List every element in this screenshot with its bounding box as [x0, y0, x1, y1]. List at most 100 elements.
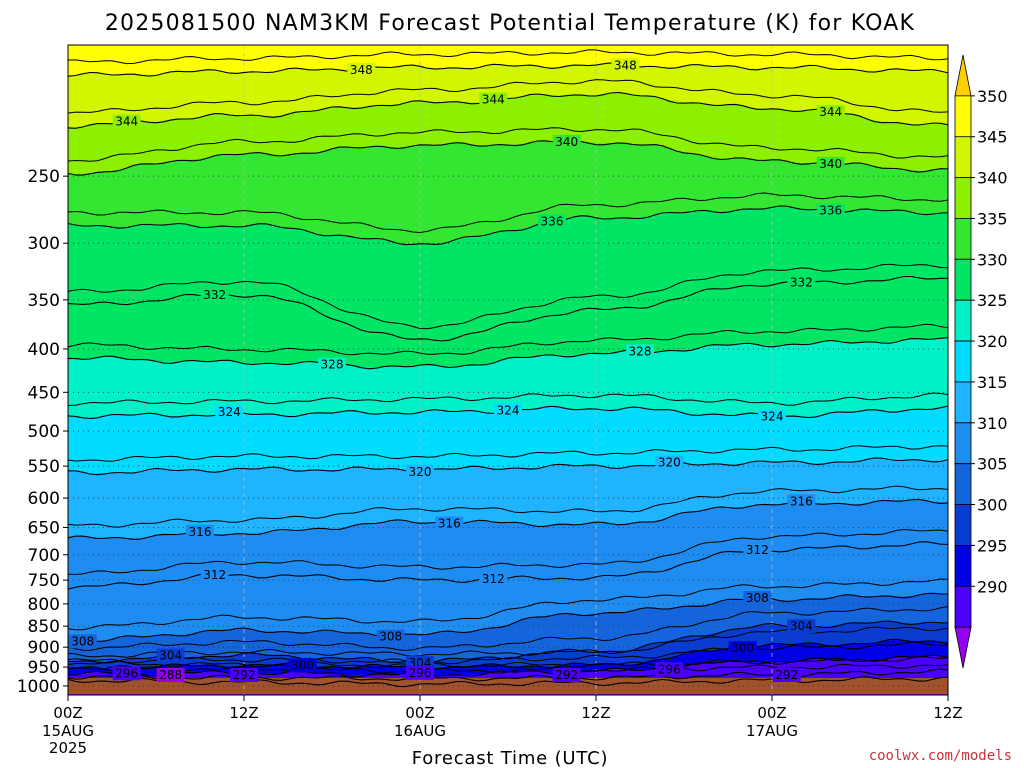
isentrope-300: [67, 638, 949, 671]
isentrope-288: [67, 676, 949, 688]
colorbar-label-320: 320: [977, 332, 1008, 351]
isentrope-label-344: 344: [819, 105, 842, 119]
isentrope-label-bg: [787, 275, 816, 290]
isentrope-344: [67, 91, 949, 129]
isentrope-label-344: 344: [115, 115, 138, 129]
isentrope-label-bg: [68, 634, 97, 649]
filled-contours: [67, 45, 949, 696]
isentrope-minor-350: [67, 49, 949, 65]
isentrope-320: [68, 457, 949, 476]
x-tick-date-24: 16AUG: [394, 722, 446, 740]
isentrope-label-bg: [376, 629, 405, 644]
isentrope-label-bg: [406, 665, 434, 680]
isentrope-label-bg: [479, 92, 508, 107]
isentrope-minor-346: [67, 79, 949, 114]
isentrope-label-344: 344: [482, 93, 505, 107]
isentrope-label-336: 336: [819, 204, 842, 218]
isentrope-label-292: 292: [775, 668, 798, 682]
isentrope-label-bg: [758, 409, 786, 424]
isentrope-minor-330: [67, 323, 949, 356]
isentrope-minor-338: [67, 192, 949, 234]
x-tick-year-0: 2025: [49, 739, 87, 757]
isentrope-label-bg: [156, 668, 185, 682]
isentrope-label-288: 288: [159, 668, 182, 682]
isentrope-label-296: 296: [658, 662, 681, 676]
isentrope-label-304: 304: [790, 619, 813, 633]
y-tick-label-750: 750: [28, 571, 60, 591]
isentrope-minor-298: [67, 641, 949, 665]
isentrope-minor-290: [67, 663, 949, 674]
colorbar-swatch: [954, 340, 972, 383]
y-tick-label-900: 900: [28, 638, 60, 658]
isentrope-minor-310: [67, 578, 949, 631]
isentrope-minor-342: [67, 127, 949, 162]
isentrope-label-bg: [318, 357, 346, 372]
colorbar-swatch: [954, 218, 972, 260]
isentrope-label-bg: [479, 572, 508, 587]
isentrope-label-308: 308: [71, 634, 94, 648]
y-tick-label-950: 950: [28, 658, 60, 678]
isentrope-label-bg: [816, 156, 845, 171]
isentrope-label-332: 332: [790, 276, 813, 290]
isentrope-minor-326: [67, 392, 949, 406]
x-tick-label-36: 12Z: [581, 704, 610, 722]
y-tick-label-400: 400: [28, 340, 60, 360]
isentrope-label-bg: [186, 524, 214, 539]
isentrope-label-bg: [200, 288, 229, 303]
isentrope-label-bg: [787, 494, 816, 509]
isentrope-label-292: 292: [555, 668, 578, 682]
isentrope-minor-318: [67, 485, 949, 528]
isentrope-label-bg: [728, 641, 757, 656]
isentrope-label-320: 320: [658, 456, 681, 470]
isentrope-label-328: 328: [629, 344, 652, 358]
isentrope-label-312: 312: [482, 572, 505, 586]
colorbar-swatch: [954, 177, 972, 219]
colorbar-swatch: [954, 95, 972, 138]
colorbar-label-345: 345: [977, 128, 1008, 147]
isentrope-label-332: 332: [203, 288, 226, 302]
isentrope-label-bg: [772, 668, 801, 682]
x-tick-label-12: 12Z: [229, 704, 258, 722]
isentrope-label-bg: [215, 405, 244, 420]
isentrope-minor-294: [67, 656, 949, 669]
isentrope-minor-314: [67, 528, 949, 576]
isentrope-label-bg: [816, 104, 845, 119]
colorbar-label-340: 340: [977, 169, 1008, 188]
isentrope-label-312: 312: [203, 568, 226, 582]
colorbar-swatch: [954, 545, 972, 587]
isentrope-label-bg: [552, 668, 581, 682]
y-tick-label-350: 350: [28, 291, 60, 311]
isentrope-minor-334: [67, 263, 949, 330]
isentrope-label-bg: [743, 591, 772, 606]
isentrope-label-bg: [347, 62, 376, 77]
isentrope-label-bg: [112, 666, 141, 681]
y-tick-label-250: 250: [28, 167, 60, 187]
isentrope-label-bg: [743, 543, 772, 558]
isentrope-340: [67, 140, 949, 176]
x-tick-date-0: 15AUG: [42, 722, 94, 740]
isentrope-label-bg: [787, 619, 816, 634]
isentrope-328: [67, 337, 949, 370]
colorbar-swatch: [954, 299, 972, 342]
isentrope-label-292: 292: [233, 668, 256, 682]
y-tick-label-300: 300: [28, 234, 60, 254]
colorbar-swatch: [954, 381, 972, 424]
x-tick-label-48: 00Z: [757, 704, 786, 722]
credit-text: coolwx.com/models: [869, 748, 1012, 764]
colorbar-swatch: [954, 136, 972, 178]
y-tick-label-550: 550: [28, 457, 60, 477]
x-tick-label-60: 12Z: [933, 704, 962, 722]
colorbar-swatch: [954, 463, 972, 505]
y-tick-label-650: 650: [28, 519, 60, 539]
isentrope-label-bg: [230, 668, 258, 682]
isentrope-label-bg: [538, 214, 566, 229]
colorbar-label-310: 310: [977, 414, 1008, 433]
colorbar-swatch: [954, 626, 972, 669]
isentrope-label-316: 316: [438, 517, 461, 531]
isentrope-292: [67, 668, 949, 682]
isentrope-label-bg: [655, 455, 684, 470]
isentrope-label-300: 300: [291, 658, 314, 672]
isentrope-label-bg: [288, 658, 317, 673]
